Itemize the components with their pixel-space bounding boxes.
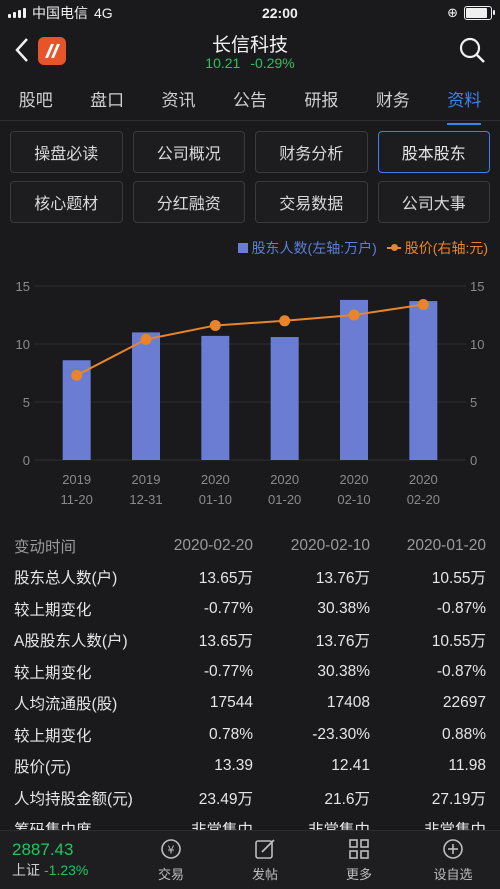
bar-2 [201, 335, 230, 460]
y-tick-left: 5 [23, 395, 30, 410]
tab-pankou[interactable]: 盘口 [90, 90, 125, 110]
table-row: 较上期变化 -0.77% 30.38% -0.87% [14, 599, 486, 619]
price-point-3 [279, 315, 291, 327]
trading-data-button[interactable]: 交易数据 [255, 181, 368, 223]
x-tick-date: 01-20 [268, 492, 301, 507]
price-point-2 [209, 319, 221, 331]
shareholder-table: 变动时间 2020-02-20 2020-02-10 2020-01-20 股东… [0, 530, 500, 845]
bottom-bar: 2887.43 上证 -1.23% ¥ 交易 发帖 更多 设自选 [0, 830, 500, 889]
more-icon [349, 839, 369, 859]
nav-post[interactable]: 发帖 [218, 831, 312, 889]
financial-analysis-button[interactable]: 财务分析 [255, 131, 368, 173]
x-tick-year: 2020 [409, 472, 438, 487]
search-icon[interactable] [458, 36, 486, 64]
x-tick-year: 2020 [201, 472, 230, 487]
x-tick-date: 02-20 [407, 492, 440, 507]
x-tick-date: 12-31 [129, 492, 162, 507]
trade-icon: ¥ [161, 839, 181, 859]
bar-4 [340, 299, 368, 460]
tab-research[interactable]: 研报 [304, 90, 339, 110]
index-change: -1.23% [44, 862, 89, 878]
y-tick-left: 0 [23, 453, 30, 468]
tab-profile[interactable]: 资料 [447, 78, 482, 125]
bar-1 [132, 332, 160, 460]
x-tick-year: 2019 [132, 472, 161, 487]
price-line [76, 303, 424, 377]
must-read-button[interactable]: 操盘必读 [10, 131, 123, 173]
table-row: 股价(元) 13.39 12.41 11.98 [14, 757, 486, 777]
tab-news[interactable]: 资讯 [161, 90, 196, 110]
x-tick-year: 2020 [340, 472, 369, 487]
svg-text:¥: ¥ [168, 844, 175, 857]
shareholder-chart: 0 0 5 5 10 10 15 15 2019 11-20 2019 12-31 2020 01-10 2… [16, 279, 485, 507]
core-themes-button[interactable]: 核心题材 [10, 181, 123, 223]
y-tick-right: 0 [470, 453, 477, 468]
status-bar: 中国电信 4G 22:00 ⊕ [0, 0, 500, 26]
clock: 22:00 [261, 5, 298, 21]
company-events-button[interactable]: 公司大事 [377, 181, 490, 223]
price-point-1 [140, 333, 152, 345]
tab-finance[interactable]: 财务 [375, 90, 410, 110]
battery-icon [464, 6, 495, 20]
dividend-financing-button[interactable]: 分红融资 [132, 181, 245, 223]
x-tick-year: 2020 [270, 472, 299, 487]
legend-bar: 股东人数(左轴:万户) [237, 238, 377, 258]
network-type: 4G [94, 5, 113, 21]
price-point-5 [417, 299, 429, 311]
bar-3 [270, 337, 299, 460]
signal-icon [8, 8, 26, 18]
stock-change: -0.29% [250, 55, 295, 71]
rotation-lock-icon: ⊕ [447, 5, 458, 20]
tab-announcements[interactable]: 公告 [232, 90, 267, 110]
bar-5 [409, 301, 438, 460]
table-header-row: 变动时间 2020-02-20 2020-02-10 2020-01-20 [14, 536, 486, 556]
section-buttons: 操盘必读 公司概况 财务分析 股本股东 核心题材 分红融资 交易数据 公司大事 [0, 121, 500, 223]
x-tick-date: 11-20 [61, 492, 93, 507]
table-row: 股东总人数(户) 13.65万 13.76万 10.55万 [14, 570, 486, 588]
table-row: 较上期变化 -0.77% 30.38% -0.87% [14, 662, 486, 682]
index-name: 上证 [12, 862, 40, 878]
index-value: 2887.43 [12, 840, 74, 859]
table-row: 人均流通股(股) 17544 17408 22697 [14, 694, 486, 714]
y-tick-right: 5 [470, 395, 477, 410]
nav-add-watchlist[interactable]: 设自选 [406, 831, 500, 889]
carrier: 中国电信 [32, 5, 88, 21]
company-overview-button[interactable]: 公司概况 [132, 131, 245, 173]
x-tick-year: 2019 [62, 472, 91, 487]
nav-trade[interactable]: ¥ 交易 [124, 831, 218, 889]
shareholders-button[interactable]: 股本股东 [377, 131, 490, 173]
price-point-0 [71, 369, 83, 381]
x-tick-date: 01-10 [199, 492, 232, 507]
nav-more[interactable]: 更多 [312, 831, 406, 889]
stock-price: 10.21 [205, 55, 241, 71]
y-tick-right: 10 [470, 337, 484, 352]
post-icon [255, 839, 275, 859]
price-point-4 [348, 309, 360, 321]
table-row: A股股东人数(户) 13.65万 13.76万 10.55万 [14, 633, 486, 651]
y-tick-right: 15 [470, 279, 484, 294]
stock-header: 长信科技 10.21 -0.29% [0, 26, 500, 76]
chart-legend: 股东人数(左轴:万户) 股价(右轴:元) [237, 238, 488, 258]
y-tick-left: 15 [16, 279, 30, 294]
stock-name: 长信科技 [211, 35, 288, 56]
add-watchlist-icon [443, 839, 463, 859]
tab-bar: 股吧 盘口 资讯 公告 研报 财务 资料 [0, 76, 500, 125]
table-row: 人均持股金额(元) 23.49万 21.6万 27.19万 [14, 790, 486, 808]
index-ticker[interactable]: 2887.43 上证 -1.23% [0, 831, 124, 889]
app-logo-icon [38, 37, 66, 65]
tab-guba[interactable]: 股吧 [18, 90, 53, 110]
table-row: 较上期变化 0.78% -23.30% 0.88% [14, 725, 486, 745]
x-tick-date: 02-10 [337, 492, 370, 507]
stock-quote: 10.21 -0.29% [0, 55, 500, 71]
y-tick-left: 10 [16, 337, 30, 352]
back-arrow-icon[interactable] [12, 36, 32, 64]
legend-line: 股价(右轴:元) [386, 238, 488, 258]
